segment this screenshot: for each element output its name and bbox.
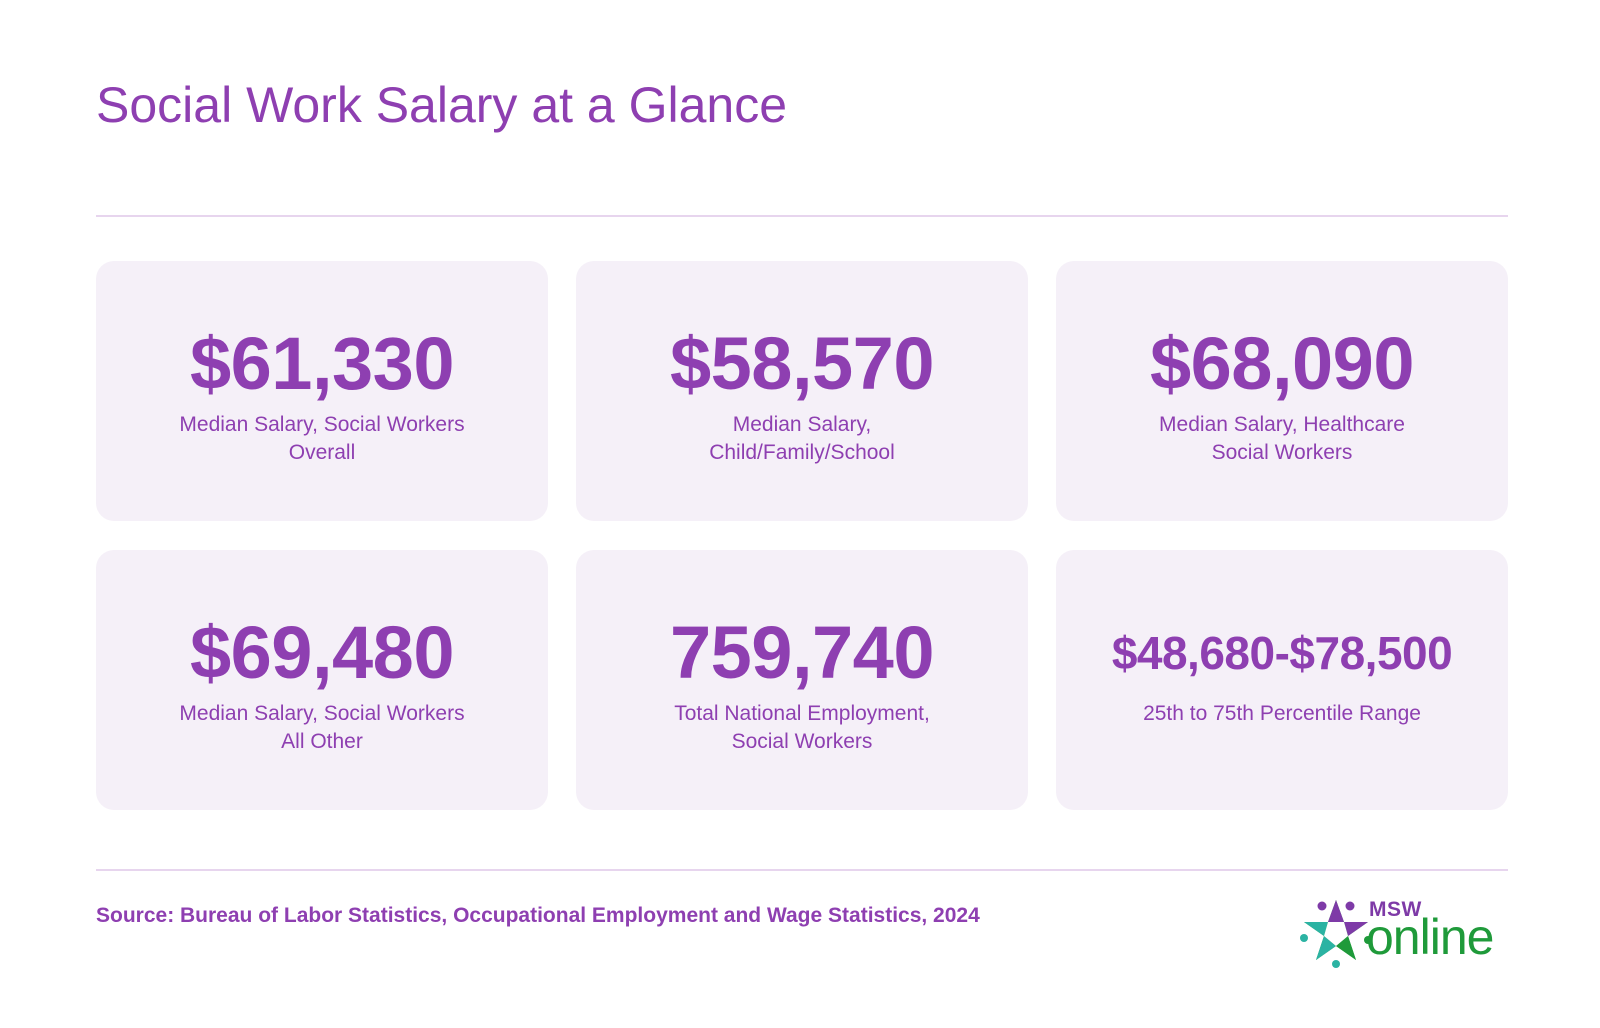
stat-card-median-healthcare: $68,090 Median Salary, Healthcare Social…	[1056, 261, 1508, 521]
stat-value: $61,330	[190, 322, 455, 405]
bottom-divider	[96, 869, 1508, 871]
stat-label: Median Salary, Social Workers All Other	[179, 702, 465, 753]
top-divider	[96, 215, 1508, 217]
logo-online-text: online	[1366, 909, 1494, 965]
stat-value: $48,680-$78,500	[1111, 627, 1453, 679]
stat-card-median-overall: $61,330 Median Salary, Social Workers Ov…	[96, 261, 548, 521]
logo-msw-text: MSW	[1369, 898, 1422, 921]
stat-label: Median Salary, Healthcare Social Workers	[1159, 413, 1405, 464]
stat-value: $68,090	[1150, 322, 1415, 405]
stat-card-median-child-family-school: $58,570 Median Salary, Child/Family/Scho…	[576, 261, 1028, 521]
source-citation: Source: Bureau of Labor Statistics, Occu…	[96, 904, 980, 927]
msw-online-logo: MSW online	[1298, 894, 1510, 970]
page-title: Social Work Salary at a Glance	[96, 77, 788, 133]
stat-value: 759,740	[670, 611, 935, 694]
stat-label: Total National Employment, Social Worker…	[674, 702, 930, 753]
star-people-icon	[1300, 900, 1372, 968]
stat-card-total-employment: 759,740 Total National Employment, Socia…	[576, 550, 1028, 810]
stat-value: $58,570	[670, 322, 935, 405]
stat-label: 25th to 75th Percentile Range	[1143, 702, 1421, 725]
stat-value: $69,480	[190, 611, 455, 694]
stats-grid: $61,330 Median Salary, Social Workers Ov…	[96, 261, 1508, 810]
stat-label: Median Salary, Child/Family/School	[709, 413, 895, 464]
stat-card-median-all-other: $69,480 Median Salary, Social Workers Al…	[96, 550, 548, 810]
stat-card-percentile-range: $48,680-$78,500 25th to 75th Percentile …	[1056, 550, 1508, 810]
stat-label: Median Salary, Social Workers Overall	[179, 413, 465, 464]
